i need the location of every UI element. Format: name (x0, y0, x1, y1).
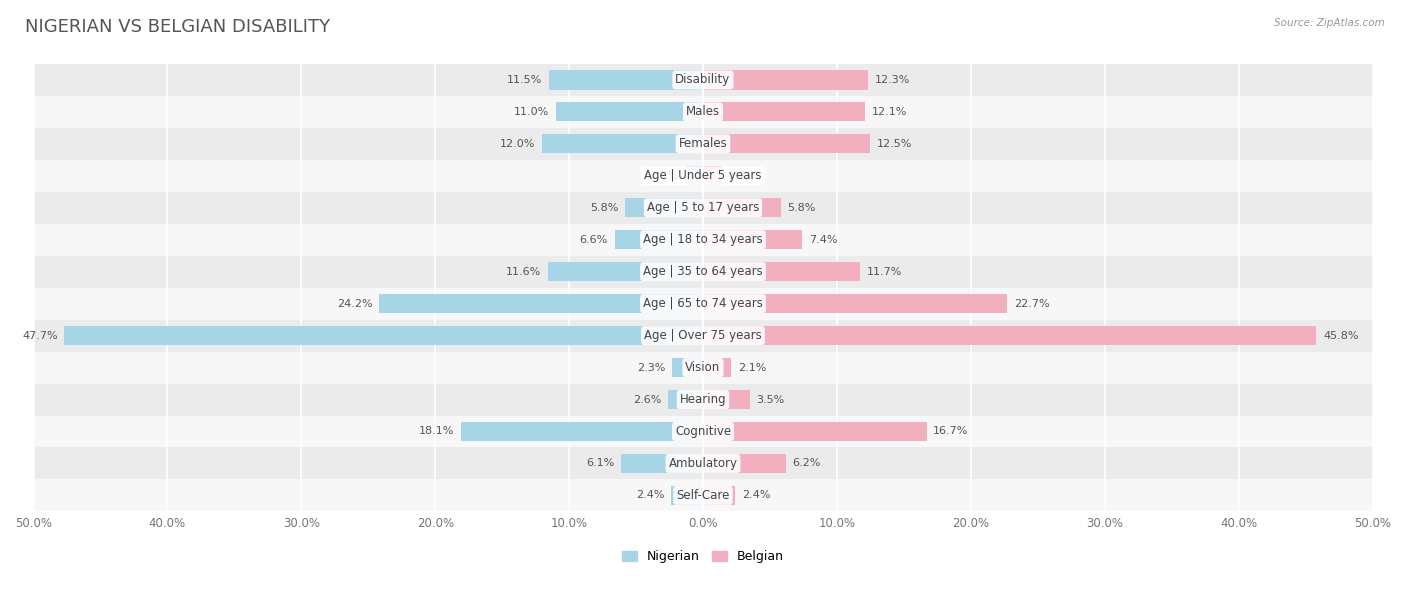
Bar (34, 128, 1372, 160)
Bar (34, 224, 1372, 256)
Text: 1.4%: 1.4% (728, 171, 756, 181)
Text: 24.2%: 24.2% (336, 299, 373, 308)
Text: 12.1%: 12.1% (872, 107, 907, 117)
Bar (672, 358, 703, 377)
Text: Cognitive: Cognitive (675, 425, 731, 438)
Bar (34, 96, 1372, 128)
Text: 5.8%: 5.8% (787, 203, 815, 213)
Bar (34, 447, 1372, 479)
Bar (703, 166, 721, 185)
Bar (555, 102, 703, 122)
Bar (626, 198, 703, 217)
Bar (34, 256, 1372, 288)
Bar (34, 319, 1372, 351)
Text: Age | 5 to 17 years: Age | 5 to 17 years (647, 201, 759, 214)
Text: 3.5%: 3.5% (756, 395, 785, 405)
Text: Females: Females (679, 137, 727, 151)
Bar (703, 230, 801, 249)
Text: 11.5%: 11.5% (508, 75, 543, 85)
Bar (34, 160, 1372, 192)
Text: 11.6%: 11.6% (506, 267, 541, 277)
Text: 7.4%: 7.4% (808, 235, 838, 245)
Text: 2.1%: 2.1% (738, 362, 766, 373)
Bar (703, 454, 786, 473)
Bar (703, 294, 1007, 313)
Text: Age | 18 to 34 years: Age | 18 to 34 years (643, 233, 763, 246)
Bar (65, 326, 703, 345)
Text: Source: ZipAtlas.com: Source: ZipAtlas.com (1274, 18, 1385, 28)
Text: 12.3%: 12.3% (875, 75, 910, 85)
Bar (703, 198, 780, 217)
Text: 5.8%: 5.8% (591, 203, 619, 213)
Text: Self-Care: Self-Care (676, 489, 730, 502)
Text: 2.4%: 2.4% (742, 490, 770, 501)
Text: 11.7%: 11.7% (866, 267, 901, 277)
Bar (703, 70, 868, 89)
Bar (34, 288, 1372, 319)
Text: 1.3%: 1.3% (651, 171, 679, 181)
Text: Hearing: Hearing (679, 393, 727, 406)
Text: Age | 35 to 64 years: Age | 35 to 64 years (643, 265, 763, 278)
Bar (548, 70, 703, 89)
Bar (34, 384, 1372, 416)
Text: 18.1%: 18.1% (419, 427, 454, 436)
Bar (671, 486, 703, 505)
Text: 6.6%: 6.6% (579, 235, 607, 245)
Bar (703, 102, 865, 122)
Bar (34, 479, 1372, 512)
Bar (380, 294, 703, 313)
Legend: Nigerian, Belgian: Nigerian, Belgian (621, 550, 785, 563)
Text: 45.8%: 45.8% (1323, 330, 1358, 341)
Text: Vision: Vision (685, 361, 721, 374)
Bar (34, 351, 1372, 384)
Bar (703, 134, 870, 154)
Text: 2.6%: 2.6% (633, 395, 661, 405)
Text: 6.2%: 6.2% (793, 458, 821, 468)
Text: 47.7%: 47.7% (22, 330, 58, 341)
Text: Males: Males (686, 105, 720, 118)
Bar (34, 416, 1372, 447)
Bar (686, 166, 703, 185)
Text: 12.5%: 12.5% (877, 139, 912, 149)
Text: 12.0%: 12.0% (501, 139, 536, 149)
Text: Age | 65 to 74 years: Age | 65 to 74 years (643, 297, 763, 310)
Text: Ambulatory: Ambulatory (668, 457, 738, 470)
Bar (668, 390, 703, 409)
Text: 2.3%: 2.3% (637, 362, 665, 373)
Bar (621, 454, 703, 473)
Text: 2.4%: 2.4% (636, 490, 664, 501)
Text: Disability: Disability (675, 73, 731, 86)
Text: NIGERIAN VS BELGIAN DISABILITY: NIGERIAN VS BELGIAN DISABILITY (25, 18, 330, 36)
Bar (543, 134, 703, 154)
Text: Age | Over 75 years: Age | Over 75 years (644, 329, 762, 342)
Bar (614, 230, 703, 249)
Text: 11.0%: 11.0% (513, 107, 548, 117)
Text: 16.7%: 16.7% (934, 427, 969, 436)
Bar (703, 422, 927, 441)
Bar (34, 64, 1372, 96)
Bar (703, 486, 735, 505)
Text: 6.1%: 6.1% (586, 458, 614, 468)
Bar (703, 358, 731, 377)
Bar (703, 262, 859, 282)
Text: 22.7%: 22.7% (1014, 299, 1049, 308)
Bar (548, 262, 703, 282)
Bar (703, 390, 749, 409)
Bar (703, 326, 1316, 345)
Text: Age | Under 5 years: Age | Under 5 years (644, 170, 762, 182)
Bar (461, 422, 703, 441)
Bar (34, 192, 1372, 224)
